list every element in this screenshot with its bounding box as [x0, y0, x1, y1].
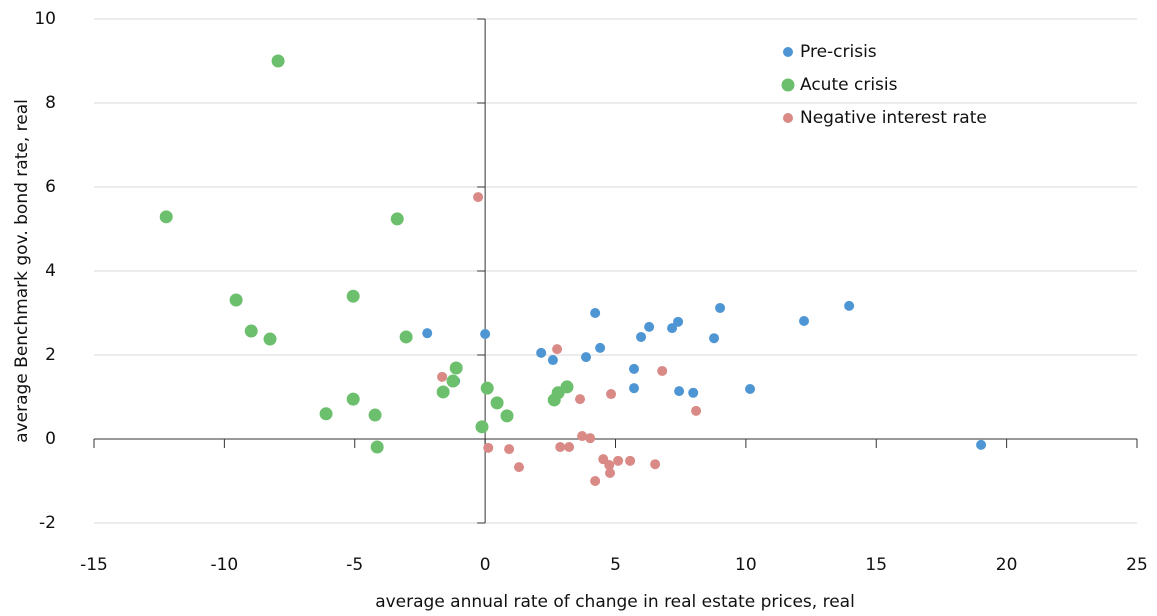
x-tick-label: 5: [610, 555, 621, 575]
legend-label: Acute crisis: [800, 75, 898, 95]
point: [709, 333, 720, 344]
point: [514, 462, 525, 473]
legend-label: Negative interest rate: [800, 108, 987, 128]
point: [667, 323, 678, 334]
point: [581, 352, 592, 363]
x-tick-label: 20: [996, 555, 1018, 575]
point: [319, 407, 333, 421]
point: [436, 385, 450, 399]
point: [473, 192, 484, 203]
point: [346, 392, 360, 406]
point: [625, 455, 636, 466]
point: [605, 468, 616, 479]
point: [673, 316, 684, 327]
y-tick-label: 0: [45, 429, 56, 449]
point: [650, 459, 661, 470]
x-tick-label: -15: [80, 555, 108, 575]
point: [590, 476, 601, 486]
point: [449, 361, 463, 375]
point: [480, 381, 494, 395]
point: [346, 289, 360, 303]
point: [504, 444, 515, 455]
point: [390, 212, 404, 226]
point: [483, 442, 494, 453]
x-tick-label: 25: [1126, 555, 1148, 575]
point: [844, 300, 855, 311]
y-tick-label: 2: [45, 345, 56, 365]
y-tick-label: 4: [45, 261, 56, 281]
point: [629, 383, 640, 394]
point: [263, 332, 277, 346]
x-tick-label: -10: [210, 555, 238, 575]
point: [657, 365, 668, 376]
point: [575, 394, 586, 405]
point: [585, 433, 596, 444]
x-tick-label: -5: [346, 555, 363, 575]
point: [636, 331, 647, 342]
point: [688, 387, 699, 398]
point: [437, 371, 448, 382]
point: [976, 439, 987, 450]
point: [745, 384, 756, 395]
legend-marker: [783, 113, 793, 123]
point: [475, 420, 489, 434]
point: [229, 293, 243, 307]
x-tick-label: 0: [480, 555, 491, 575]
point: [691, 405, 702, 416]
point: [552, 344, 563, 355]
x-tick-label: 15: [865, 555, 887, 575]
point: [536, 347, 547, 358]
point: [595, 342, 606, 353]
point: [480, 329, 491, 339]
y-tick-label: 8: [45, 93, 56, 113]
point: [446, 374, 460, 388]
point: [271, 54, 285, 68]
point: [715, 302, 726, 313]
legend-marker: [783, 47, 793, 57]
point: [577, 431, 588, 442]
point: [564, 441, 575, 452]
point: [590, 308, 601, 318]
y-tick-label: -2: [39, 513, 56, 533]
point: [644, 321, 655, 332]
y-axis-title: average Benchmark gov. bond rate, real: [12, 99, 32, 443]
point: [159, 210, 173, 224]
point: [629, 363, 640, 374]
legend-label: Pre-crisis: [800, 42, 877, 62]
point: [604, 460, 615, 471]
point: [422, 328, 433, 339]
point: [547, 355, 558, 366]
point: [244, 324, 258, 338]
point: [799, 315, 810, 326]
point: [370, 440, 384, 454]
point: [368, 408, 382, 422]
legend-marker: [781, 78, 795, 92]
x-axis-title: average annual rate of change in real es…: [375, 592, 855, 612]
point: [500, 409, 514, 423]
y-tick-label: 10: [34, 9, 56, 29]
point: [606, 389, 617, 400]
point: [560, 380, 574, 394]
point: [399, 330, 413, 344]
point: [674, 386, 685, 397]
point: [490, 396, 504, 410]
y-tick-label: 6: [45, 177, 56, 197]
point: [555, 441, 566, 452]
point: [613, 455, 624, 466]
x-tick-label: 10: [735, 555, 757, 575]
